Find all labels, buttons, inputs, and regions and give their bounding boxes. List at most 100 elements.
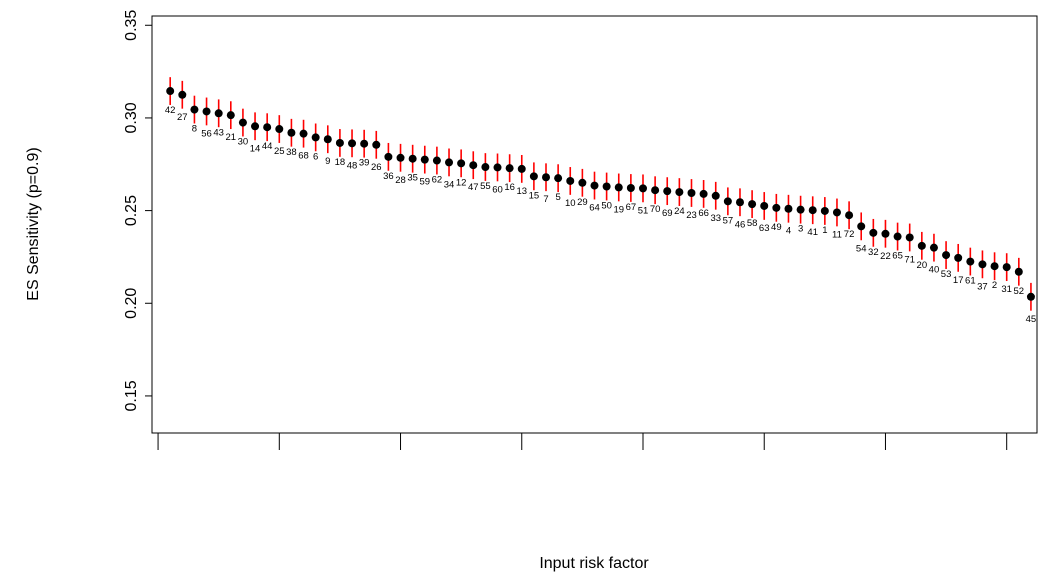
data-point [808,206,817,215]
data-point [335,138,344,147]
point-label: 9 [325,156,330,167]
data-point [554,174,563,183]
data-point [784,204,793,213]
data-point [857,222,866,231]
axes [151,15,1038,434]
data-point [711,191,720,200]
data-point [675,188,684,197]
data-point [954,253,963,262]
point-label: 39 [359,158,370,169]
data-point [978,260,987,269]
point-label: 19 [613,204,624,215]
point-label: 16 [504,182,515,193]
error-bars [169,77,1032,311]
point-label: 32 [868,247,879,258]
data-point [275,125,284,134]
point-label: 38 [286,147,297,158]
point-label: 46 [735,219,746,230]
data-point [432,156,441,165]
data-point [796,205,805,214]
y-tick-label: 0.35 [123,10,140,41]
data-point [360,139,369,148]
data-point [929,243,938,252]
data-point [663,187,672,196]
point-label: 37 [977,281,988,292]
point-label: 45 [1026,314,1037,325]
point-label: 21 [226,132,237,143]
data-point [966,257,975,266]
point-label: 50 [601,201,612,212]
data-point [566,176,575,185]
data-point [905,233,914,242]
data-point [638,184,647,193]
point-label: 44 [262,141,273,152]
data-point [263,123,272,132]
data-point [372,140,381,149]
data-point [529,172,538,181]
point-label: 67 [626,202,637,213]
data-point [602,182,611,191]
point-label: 13 [516,186,527,197]
point-label: 63 [759,223,770,234]
point-label: 17 [953,275,964,286]
point-label: 54 [856,243,867,254]
data-point [832,208,841,217]
point-label: 7 [543,194,548,205]
data-point [202,107,211,116]
point-label: 26 [371,162,382,173]
point-label: 69 [662,208,673,219]
y-tick-label: 0.15 [123,380,140,411]
data-point [651,186,660,195]
data-point [869,228,878,237]
point-label: 5 [555,192,560,203]
point-label: 52 [1014,286,1025,297]
data-point [614,183,623,192]
data-point [457,159,466,168]
point-label: 4 [786,226,791,237]
data-point [178,90,187,99]
x-axis-ticks [157,433,1008,450]
data-point [384,152,393,161]
point-label: 53 [941,269,952,280]
y-tick-label: 0.25 [123,195,140,226]
data-point [299,129,308,138]
point-label: 12 [456,177,467,188]
point-label: 27 [177,112,188,123]
data-point [893,232,902,241]
point-label: 28 [395,175,406,186]
data-point [445,158,454,167]
plot-frame [151,15,1038,434]
point-label: 36 [383,171,394,182]
data-point [699,189,708,198]
data-point [772,203,781,212]
data-point [505,164,514,173]
data-point [190,105,199,114]
point-label: 59 [419,177,430,188]
point-label: 62 [432,175,443,186]
y-axis-ticks: 0.15 0.20 0.25 0.30 0.35 [123,10,152,412]
data-point [214,109,223,118]
point-label: 20 [917,260,928,271]
point-label: 24 [674,206,685,217]
point-label: 41 [807,227,818,238]
data-point [820,206,829,215]
point-label: 40 [929,265,940,276]
data-point [881,229,890,238]
point-label: 15 [529,190,540,201]
point-label: 29 [577,197,588,208]
point-label: 8 [192,124,197,135]
point-label: 65 [892,251,903,262]
data-point [348,139,357,148]
point-label: 34 [444,179,455,190]
y-axis-title: ES Sensitivity (p=0.9) [25,147,42,300]
point-label: 51 [638,205,649,216]
data-point [251,122,260,131]
data-point [238,118,247,127]
point-label: 47 [468,182,479,193]
point-label: 49 [771,222,782,233]
point-label: 2 [992,280,997,291]
data-point [311,133,320,142]
point-label: 55 [480,181,491,192]
data-point [723,197,732,206]
